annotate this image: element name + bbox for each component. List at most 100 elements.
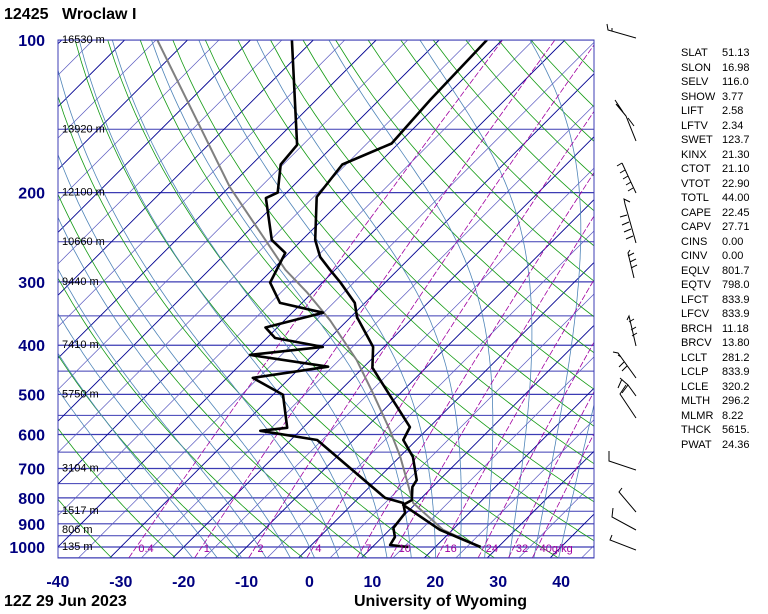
isotherm-line <box>141 104 594 558</box>
mixing-ratio-label: 40g/kg <box>540 543 573 555</box>
moist-adiabat-line <box>58 268 267 558</box>
index-name: VTOT <box>681 177 711 190</box>
wind-barb-icon <box>614 99 637 142</box>
dry-adiabat-line <box>74 40 495 558</box>
isotherm-line <box>204 167 594 558</box>
index-row: LFCV 833.9 <box>681 307 768 322</box>
index-name: CAPE <box>681 206 711 219</box>
temperature-line <box>313 40 488 549</box>
mixing-ratio-line <box>306 110 594 558</box>
temperature-tick-label: -40 <box>46 574 69 591</box>
index-value: 2.34 <box>722 119 744 132</box>
dry-adiabat-line <box>58 498 112 558</box>
index-name: LFCT <box>681 293 709 306</box>
dry-adiabat-line <box>270 40 594 390</box>
moist-adiabat-line <box>198 40 436 558</box>
wind-barb-icon <box>627 249 638 279</box>
isotherm-line <box>392 356 594 558</box>
index-value: 16.98 <box>722 61 750 74</box>
index-value: 281.2 <box>722 351 750 364</box>
index-name: TOTL <box>681 192 709 204</box>
mixing-ratio-label: 2 <box>258 543 264 555</box>
mixing-ratio-label: 7 <box>365 543 371 555</box>
index-name: LCLP <box>681 366 709 378</box>
isotherm-line <box>58 40 63 45</box>
dry-adiabat-line <box>139 40 594 542</box>
plot-frame <box>57 39 595 559</box>
index-value: 24.36 <box>722 438 750 451</box>
station-title: 12425 Wroclaw I <box>4 6 136 24</box>
wind-barb-icon <box>626 314 638 347</box>
index-value: 296.2 <box>722 395 750 407</box>
pressure-tick-label: 900 <box>18 517 45 534</box>
pressure-tick-label: 100 <box>18 33 45 50</box>
pressure-tick-label: 800 <box>18 491 45 508</box>
moist-adiabat-line <box>58 312 242 558</box>
index-row: LFCT 833.9 <box>681 293 768 308</box>
wind-barb-icon <box>619 198 637 244</box>
index-row: BRCH 11.18 <box>681 322 768 337</box>
dry-adiabat-line <box>367 40 594 282</box>
wind-barb-icon <box>609 534 637 551</box>
observation-time: 12Z 29 Jun 2023 <box>4 593 127 610</box>
wind-barb-icon <box>606 23 637 39</box>
index-value: 0.00 <box>722 235 744 248</box>
isotherm-line <box>109 73 594 558</box>
index-value: 5615. <box>722 424 750 436</box>
height-label: 5750 m <box>62 388 99 400</box>
mixing-ratio-line <box>390 215 594 558</box>
index-value: 320.2 <box>722 380 750 393</box>
moist-adiabat-line <box>58 153 315 558</box>
index-value: 3.77 <box>722 90 744 103</box>
stability-indices-list: SLAT 51.13 SLON 16.98 SELV 116.0 SHOW 3.77 LIFT 2… <box>681 46 768 452</box>
mixing-ratio-line <box>356 171 594 558</box>
index-row: VTOT 22.90 <box>681 177 768 192</box>
pressure-tick-label: 400 <box>18 338 45 355</box>
mixing-ratio-line <box>248 44 594 558</box>
index-value: 2.58 <box>722 105 744 117</box>
mixing-ratio-label: 10 <box>399 543 411 555</box>
index-row: LCLT 281.2 <box>681 351 768 366</box>
mixing-ratio-label: 16 <box>444 543 456 555</box>
moist-adiabat-line <box>58 68 340 558</box>
index-name: EQTV <box>681 279 711 291</box>
index-value: 22.90 <box>722 177 750 190</box>
moist-adiabat-line <box>419 40 533 558</box>
index-row: EQLV 801.7 <box>681 264 768 279</box>
pressure-tick-label: 600 <box>18 428 45 445</box>
station-id: 12425 <box>4 6 49 23</box>
mixing-ratio-label: 32 <box>516 543 528 555</box>
index-row: PWAT 24.36 <box>681 438 768 453</box>
mixing-ratio-line <box>194 40 556 558</box>
isotherm-line <box>0 40 30 558</box>
height-label: 806 m <box>62 524 93 536</box>
index-value: 798.0 <box>722 279 750 291</box>
index-row: CAPE 22.45 <box>681 206 768 221</box>
dry-adiabat-line <box>335 40 594 318</box>
index-name: CAPV <box>681 221 711 233</box>
wind-barb-icon <box>619 384 637 419</box>
pressure-tick-label: 500 <box>18 387 45 404</box>
moist-adiabat-line <box>558 402 594 558</box>
dry-adiabat-line <box>172 40 594 503</box>
isotherm-line <box>298 261 594 558</box>
index-value: 833.9 <box>722 308 750 320</box>
index-name: MLMR <box>681 409 714 422</box>
isotherm-line <box>455 419 594 558</box>
index-row: LIFT 2.58 <box>681 104 768 119</box>
index-name: LFTV <box>681 119 708 132</box>
wind-barbs <box>606 23 638 551</box>
mixing-ratio-line <box>477 341 594 558</box>
temperature-tick-label: 40 <box>552 574 570 591</box>
height-label: 3104 m <box>62 462 99 474</box>
moist-adiabat-line <box>58 352 218 558</box>
wind-barb-icon <box>617 377 637 397</box>
index-name: EQLV <box>681 264 710 277</box>
index-name: PWAT <box>681 438 712 451</box>
pressure-tick-label: 300 <box>18 275 45 292</box>
index-name: KINX <box>681 148 707 161</box>
index-value: 21.10 <box>722 163 750 175</box>
wind-barb-icon <box>616 162 637 194</box>
index-value: 27.71 <box>722 221 750 233</box>
mixing-ratio-label: 0.4 <box>138 543 153 555</box>
